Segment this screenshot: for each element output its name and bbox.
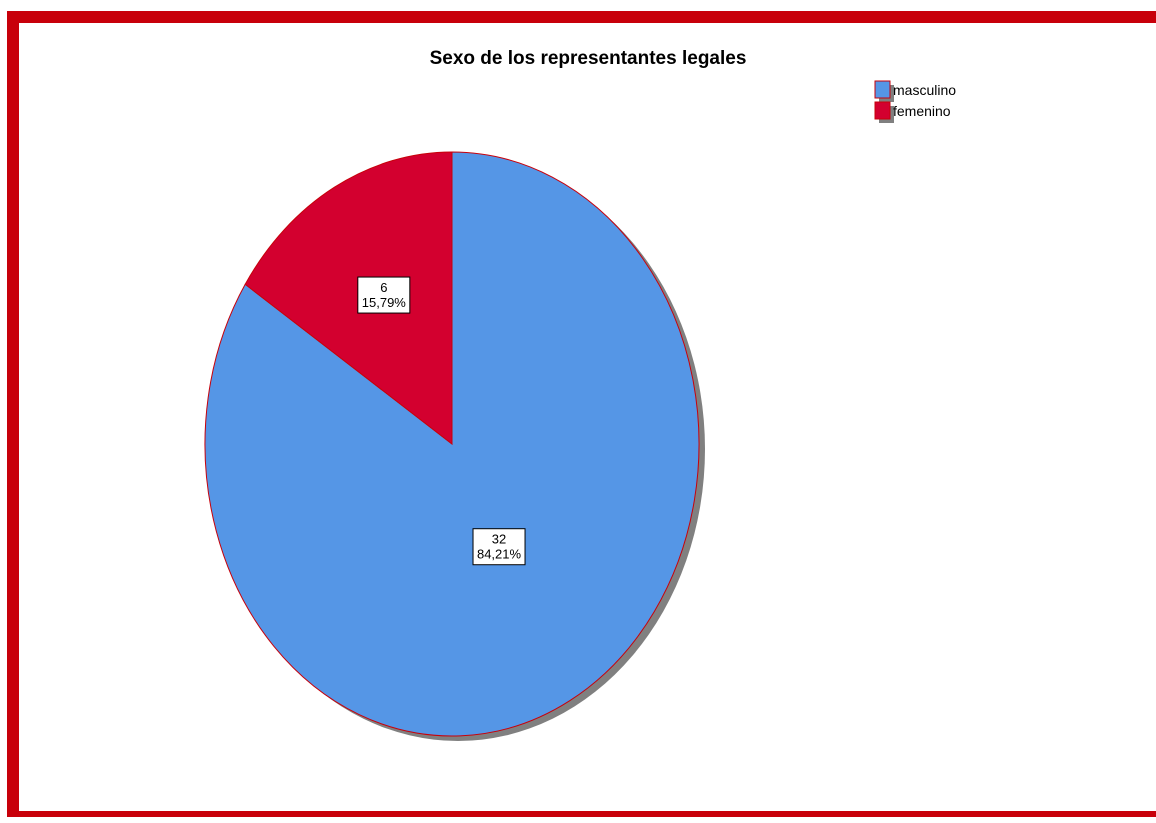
legend: masculino femenino (874, 80, 956, 123)
legend-swatch (874, 101, 891, 120)
slice-label-box (357, 276, 411, 314)
slice-label-femenino: 615,79% (357, 276, 411, 314)
legend-label: masculino (893, 82, 956, 98)
legend-item-femenino: femenino (874, 101, 951, 123)
slice-percent-label: 84,21% (477, 547, 522, 562)
chart-title: Sexo de los representantes legales (430, 48, 747, 69)
pie-slices (204, 151, 700, 737)
legend-swatch (874, 80, 891, 99)
pie-slice-femenino (244, 151, 453, 446)
slice-percent-label: 15,79% (362, 295, 407, 310)
slice-count-label: 6 (380, 280, 387, 295)
slice-label-box (472, 528, 526, 566)
legend-item-masculino: masculino (874, 80, 956, 102)
legend-label: femenino (893, 103, 951, 119)
slice-count-label: 32 (492, 532, 506, 547)
